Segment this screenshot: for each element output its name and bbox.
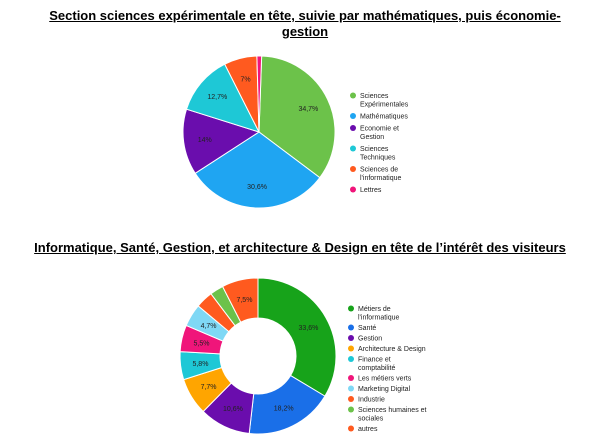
chart-2-slice-label-4: 5,8% — [192, 361, 208, 368]
pie-chart-sections: 34,7% 30,6% 14% 12,7% 7% — [182, 55, 336, 209]
legend-interests: Métiers de l'informatique Santé Gestion Arch… — [348, 305, 427, 433]
chart-1-legend-marker-4 — [350, 166, 356, 172]
chart-2-legend-marker-6 — [348, 385, 354, 392]
chart-2-slice-label-2: 10,6% — [223, 406, 243, 413]
chart-1-slice-label-1: 30,6% — [247, 184, 267, 191]
chart-1-slice-0 — [258, 55, 336, 179]
chart-1-legend-marker-0 — [350, 92, 356, 99]
donut-chart-interests: 33,6% 18,2% 10,6% 7,7% 5,8% 5,5% 4,7% 7,5% — [179, 277, 337, 434]
chart-2-slice-label-3: 7,7% — [201, 384, 217, 391]
chart-1-legend-label-2: Economie et Gestion — [360, 126, 399, 142]
chart-2-legend-marker-3 — [348, 345, 354, 352]
chart-1-legend-label-5: Lettres — [360, 187, 382, 194]
chart-2-legend-label-9: autres — [358, 426, 378, 433]
chart-2-legend-marker-2 — [348, 335, 354, 341]
chart-2-slice-label-6: 4,7% — [201, 323, 217, 330]
chart-2-legend-marker-0 — [348, 305, 354, 312]
chart-1-title: Section sciences expérimentale en tête, … — [49, 8, 561, 39]
chart-2-slice-9 — [221, 277, 259, 323]
chart-2-legend-label-7: Industrie — [358, 397, 385, 404]
chart-2-legend-marker-9 — [348, 425, 354, 432]
chart-1-legend-label-1: Mathématiques — [360, 114, 408, 121]
chart-1-slice-5 — [256, 55, 263, 133]
chart-2-legend-marker-5 — [348, 375, 354, 381]
chart-1-slice-1 — [194, 131, 321, 209]
chart-2-slice-label-9: 7,5% — [236, 297, 252, 304]
chart-1-slice-label-2: 14% — [198, 137, 212, 144]
chart-2-legend-label-0: Métiers de l'informatique — [358, 306, 400, 322]
chart-1-legend-marker-3 — [350, 145, 356, 152]
chart-2-legend-marker-8 — [348, 406, 354, 413]
chart-2-legend-label-6: Marketing Digital — [358, 386, 411, 393]
chart-1-slice-label-3: 12,7% — [207, 94, 227, 101]
chart-1-slice-3 — [185, 63, 260, 133]
chart-2-slice-0 — [257, 277, 337, 397]
chart-2-legend-label-2: Gestion — [358, 336, 382, 343]
chart-1-legend-label-3: Sciences Techniques — [360, 146, 396, 162]
legend-sections: Sciences Expérimentales Mathématiques Econo… — [350, 92, 409, 194]
chart-1-legend-label-4: Sciences de l'informatique — [360, 167, 402, 183]
chart-2-legend-label-3: Architecture & Design — [358, 346, 426, 353]
chart-1-slice-label-0: 34,7% — [298, 106, 318, 113]
chart-1-legend-label-0: Sciences Expérimentales — [360, 93, 409, 109]
chart-2-legend-label-1: Santé — [358, 325, 376, 332]
chart-2-slice-label-1: 18,2% — [274, 406, 294, 413]
chart-2-legend-label-5: Les métiers verts — [358, 376, 412, 383]
chart-1-legend-marker-1 — [350, 113, 356, 119]
chart-1-slice-label-4: 7% — [241, 76, 251, 83]
chart-2-legend-marker-4 — [348, 356, 354, 362]
chart-2-title: Informatique, Santé, Gestion, et archite… — [34, 240, 566, 255]
chart-1-legend-marker-5 — [350, 186, 356, 193]
chart-2-legend-marker-1 — [348, 324, 354, 331]
chart-1-slice-2 — [182, 108, 261, 174]
chart-2-legend-label-4: Finance et comptabilité — [358, 357, 395, 373]
chart-2-slice-label-0: 33,6% — [299, 325, 319, 332]
chart-2-legend-label-8: Sciences humaines et sociales — [358, 407, 427, 423]
chart-2-slice-label-5: 5,5% — [194, 340, 210, 347]
chart-1-legend-marker-2 — [350, 125, 356, 131]
chart-2-legend-marker-7 — [348, 396, 354, 402]
